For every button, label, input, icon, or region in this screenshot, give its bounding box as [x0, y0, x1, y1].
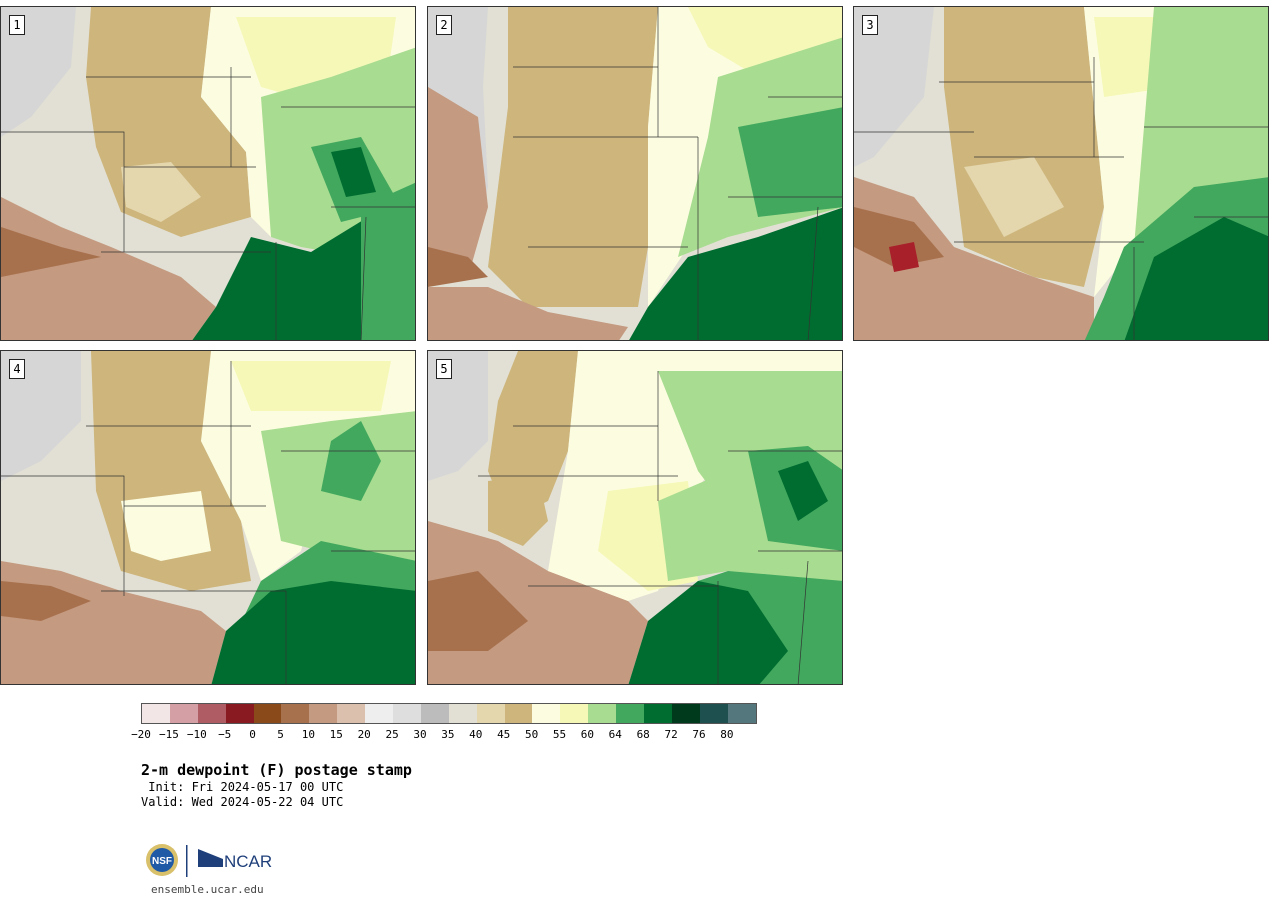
colorbar-tick-label: 20 — [357, 728, 371, 741]
chart-title: 2-m dewpoint (F) postage stamp — [141, 761, 412, 779]
dewpoint-map-2 — [428, 7, 842, 340]
colorbar-swatch — [253, 704, 282, 723]
dewpoint-map-3 — [854, 7, 1268, 340]
nsf-ncar-logo: NSF NCAR — [146, 844, 272, 877]
colorbar-tick-label: 55 — [552, 728, 567, 741]
colorbar-tick-label: 76 — [692, 728, 706, 741]
nsf-logo-text: NSF — [152, 856, 172, 867]
colorbar-swatch — [588, 704, 617, 723]
colorbar-swatch — [309, 704, 338, 723]
colorbar-swatch — [644, 704, 672, 723]
map-panel-2: 2 — [427, 6, 843, 341]
panel-number: 3 — [862, 15, 878, 35]
colorbar-tick-label: −10 — [186, 728, 207, 741]
panel-number: 5 — [436, 359, 452, 379]
colorbar-tick-label: 45 — [497, 728, 511, 741]
colorbar-swatch — [337, 704, 366, 723]
dewpoint-map-4 — [1, 351, 415, 684]
panel-number: 2 — [436, 15, 452, 35]
colorbar-tick-label: 30 — [413, 728, 427, 741]
colorbar-tick-label: 0 — [249, 728, 256, 741]
colorbar-swatch — [476, 704, 505, 723]
colorbar-tick-label: 15 — [329, 728, 343, 741]
colorbar-swatch — [504, 704, 533, 723]
colorbar — [141, 703, 757, 724]
colorbar-swatch — [365, 704, 394, 723]
colorbar-tick-label: 35 — [441, 728, 455, 741]
dewpoint-map-5 — [428, 351, 842, 684]
dewpoint-map-1 — [1, 7, 415, 340]
map-panel-5: 5 — [427, 350, 843, 685]
map-panel-3: 3 — [853, 6, 1269, 341]
colorbar-swatch — [671, 704, 700, 723]
colorbar-swatch — [169, 704, 198, 723]
colorbar-swatch — [616, 704, 645, 723]
init-time: Init: Fri 2024-05-17 00 UTC — [141, 780, 344, 794]
map-panel-1: 1 — [0, 6, 416, 341]
colorbar-tick-label: 72 — [664, 728, 678, 741]
colorbar-tick-label: 40 — [469, 728, 483, 741]
colorbar-swatch — [532, 704, 561, 723]
map-panel-4: 4 — [0, 350, 416, 685]
colorbar-tick-label: 25 — [385, 728, 399, 741]
colorbar-swatch — [727, 704, 756, 723]
colorbar-tick-label: −5 — [218, 728, 232, 741]
valid-time: Valid: Wed 2024-05-22 04 UTC — [141, 795, 344, 809]
colorbar-tick-label: 10 — [301, 728, 316, 741]
colorbar-swatch — [225, 704, 254, 723]
colorbar-tick-label: −20 — [131, 728, 151, 741]
colorbar-tick-label: 50 — [524, 728, 539, 741]
panel-number: 1 — [9, 15, 25, 35]
colorbar-swatch — [699, 704, 728, 723]
colorbar-swatch — [448, 704, 477, 723]
site-url: ensemble.ucar.edu — [151, 883, 264, 896]
panel-number: 4 — [9, 359, 25, 379]
ncar-logo-text: NCAR — [224, 852, 272, 871]
colorbar-swatch — [393, 704, 421, 723]
colorbar-swatch — [197, 704, 226, 723]
colorbar-swatch — [420, 704, 449, 723]
colorbar-tick-label: 60 — [580, 728, 595, 741]
colorbar-swatch — [560, 704, 589, 723]
colorbar-tick-label: 5 — [277, 728, 284, 741]
colorbar-swatch — [281, 704, 310, 723]
colorbar-tick-label: −15 — [158, 728, 179, 741]
colorbar-tick-label: 64 — [608, 728, 622, 741]
colorbar-swatch — [142, 704, 170, 723]
colorbar-tick-label: 68 — [636, 728, 650, 741]
colorbar-tick-label: 80 — [720, 728, 734, 741]
